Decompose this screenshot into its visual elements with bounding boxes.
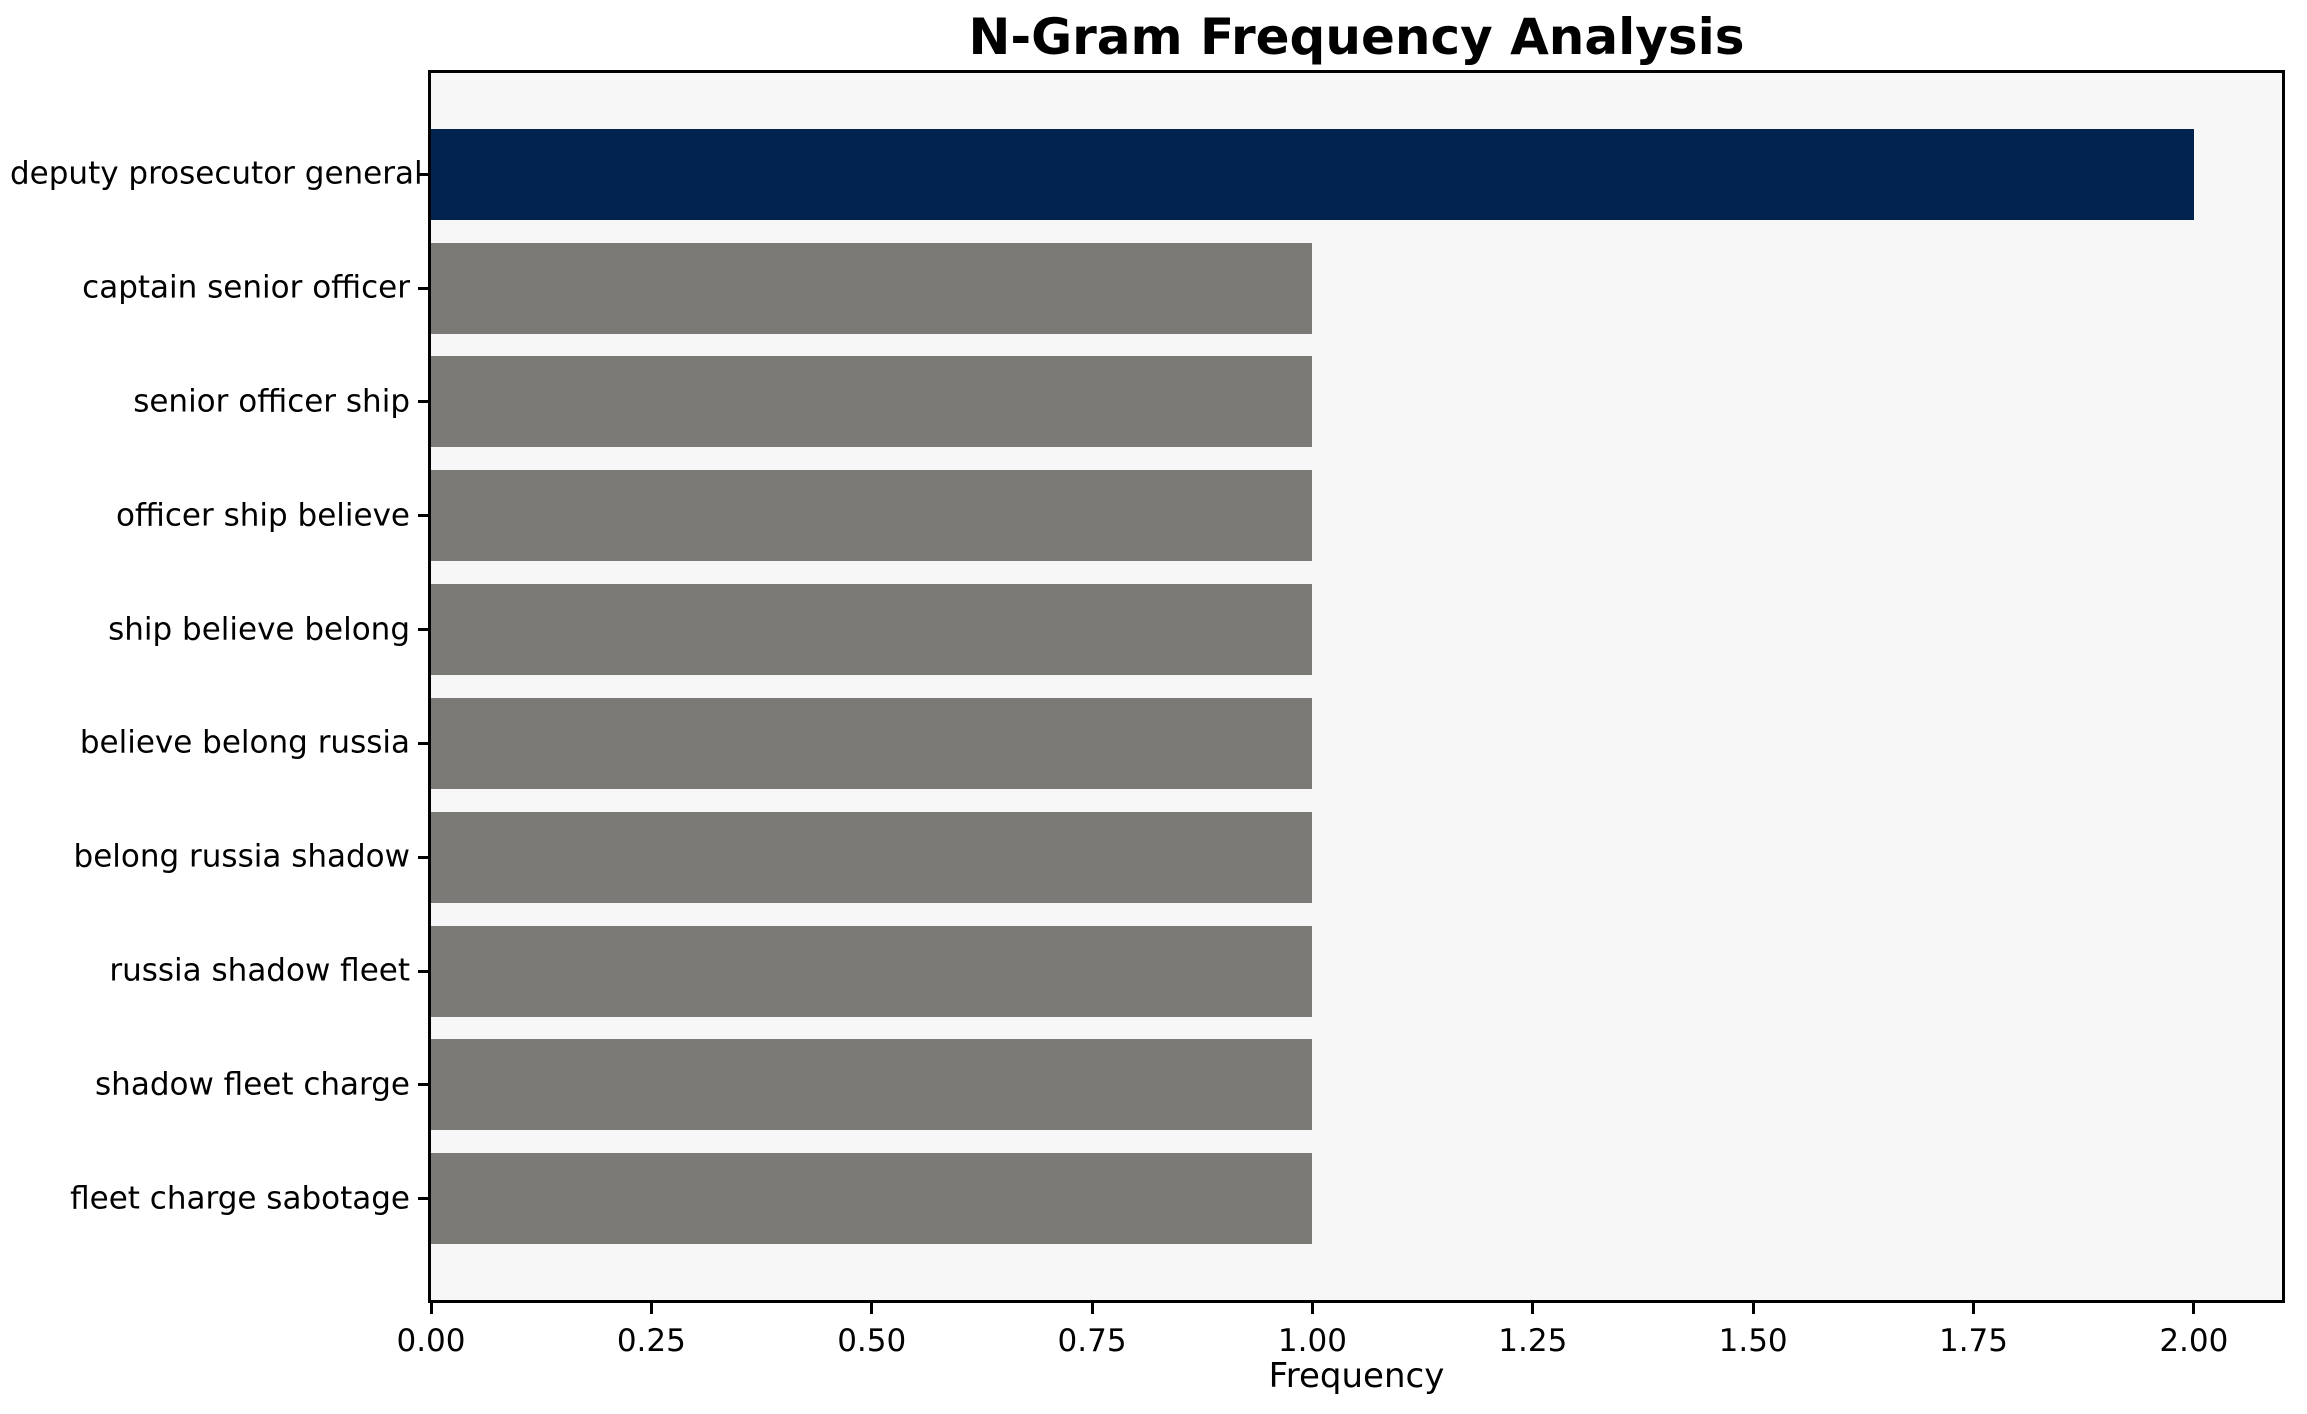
bar (431, 128, 2194, 220)
x-tick-mark (1751, 1303, 1755, 1314)
y-tick-mark (418, 628, 428, 632)
x-tick-label: 2.00 (2159, 1323, 2229, 1359)
x-tick-mark (649, 1303, 653, 1314)
x-tick-label: 0.50 (837, 1323, 907, 1359)
x-tick-label: 0.00 (396, 1323, 466, 1359)
chart-title: N-Gram Frequency Analysis (968, 8, 1745, 66)
y-tick-mark (418, 400, 428, 404)
y-tick-label: officer ship believe (115, 497, 410, 534)
x-tick-mark (1310, 1303, 1314, 1314)
x-tick-label: 1.50 (1718, 1323, 1788, 1359)
y-tick-mark (418, 855, 428, 859)
y-tick-mark (418, 514, 428, 518)
x-tick-mark (1531, 1303, 1535, 1314)
bar (431, 356, 1313, 448)
x-tick-mark (1972, 1303, 1975, 1314)
y-tick-mark (418, 1083, 428, 1087)
bar (431, 470, 1313, 562)
x-tick-label: 1.25 (1498, 1323, 1568, 1359)
y-tick-mark (418, 286, 428, 290)
y-tick-label: senior officer ship (133, 383, 410, 420)
y-tick-mark (418, 741, 428, 745)
y-tick-label: fleet charge sabotage (70, 1180, 410, 1217)
bar (431, 584, 1313, 676)
y-tick-label: believe belong russia (79, 724, 410, 761)
bar (431, 242, 1313, 334)
x-tick-mark (2192, 1303, 2196, 1314)
y-tick-label: russia shadow fleet (109, 952, 410, 989)
y-tick-mark (418, 1197, 428, 1201)
y-tick-label: shadow fleet charge (95, 1066, 410, 1103)
x-tick-label: 1.00 (1277, 1323, 1347, 1359)
y-tick-label: belong russia shadow (73, 838, 410, 875)
bar (431, 697, 1313, 789)
y-tick-label: captain senior officer (82, 269, 410, 306)
y-tick-mark (418, 172, 428, 176)
y-tick-label: deputy prosecutor general (10, 155, 423, 192)
bar (431, 811, 1313, 903)
y-tick-mark (418, 969, 428, 973)
y-tick-label: ship believe belong (108, 610, 410, 647)
plot-area (428, 70, 2285, 1303)
x-tick-label: 1.75 (1938, 1323, 2009, 1359)
x-tick-label: 0.75 (1057, 1323, 1127, 1359)
bar (431, 1039, 1313, 1131)
x-tick-mark (429, 1303, 433, 1314)
x-tick-mark (870, 1303, 874, 1314)
x-tick-label: 0.25 (616, 1323, 686, 1359)
bar (431, 1153, 1313, 1245)
x-tick-mark (1090, 1303, 1094, 1314)
bar (431, 925, 1313, 1017)
x-axis-label: Frequency (1268, 1356, 1445, 1396)
